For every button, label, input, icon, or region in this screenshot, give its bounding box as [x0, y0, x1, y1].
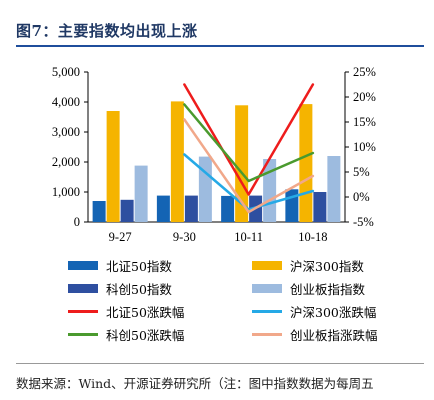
line-series-3 — [183, 103, 315, 183]
left-tick-label: 3,000 — [52, 125, 80, 139]
line-series-1 — [183, 83, 315, 196]
bar-1 — [92, 201, 106, 222]
legend-label: 沪深300涨跌幅 — [290, 304, 377, 320]
left-tick-label: 1,000 — [52, 185, 80, 199]
x-tick-label: 9-27 — [109, 230, 132, 244]
bar-2 — [170, 101, 184, 222]
bar-1 — [156, 195, 170, 222]
bar-4 — [134, 165, 148, 222]
bar-3 — [184, 195, 198, 222]
legend-item: 沪深300指数 — [252, 256, 364, 274]
left-tick-label: 5,000 — [52, 65, 80, 79]
legend-swatch — [252, 332, 282, 336]
right-tick-label: 5% — [353, 165, 370, 179]
legend-item: 沪深300涨跌幅 — [252, 302, 376, 320]
legend-item: 创业板指涨跌幅 — [252, 325, 378, 343]
legend-label: 沪深300指数 — [290, 258, 364, 274]
legend-swatch — [68, 332, 98, 336]
legend-swatch — [252, 309, 282, 313]
legend-item: 创业板指指数 — [252, 279, 365, 297]
x-tick-label: 9-30 — [173, 230, 196, 244]
legend-label: 北证50涨跌幅 — [106, 304, 185, 320]
source-rule — [16, 363, 424, 364]
legend-swatch — [68, 309, 98, 313]
legend-label: 创业板指涨跌幅 — [290, 327, 378, 343]
legend-swatch — [252, 283, 282, 293]
left-tick-label: 2,000 — [52, 155, 80, 169]
legend-item: 北证50涨跌幅 — [68, 302, 184, 320]
right-tick-label: 25% — [353, 65, 376, 79]
x-tick-label: 10-11 — [234, 230, 263, 244]
data-source-note: 数据来源：Wind、开源证券研究所（注：图中指数数据为每周五 — [16, 376, 374, 391]
title-rule — [16, 45, 424, 47]
legend-label: 北证50指数 — [106, 258, 172, 274]
bar-4 — [263, 159, 277, 222]
legend-item: 科创50涨跌幅 — [68, 325, 184, 343]
legend-label: 科创50指数 — [106, 281, 172, 297]
x-tick-label: 10-18 — [298, 230, 327, 244]
bar-2 — [106, 111, 120, 222]
line-series-2 — [183, 153, 315, 211]
bar-3 — [120, 199, 134, 222]
line-series-4 — [183, 118, 315, 214]
bar-1 — [221, 195, 235, 222]
legend-swatch — [252, 260, 282, 270]
bar-4 — [198, 156, 212, 222]
legend-swatch — [68, 283, 98, 293]
right-tick-label: 0% — [353, 190, 370, 204]
bar-3 — [313, 192, 327, 222]
left-tick-label: 4,000 — [52, 95, 80, 109]
legend-item: 北证50指数 — [68, 256, 172, 274]
right-tick-label: 20% — [353, 90, 376, 104]
left-tick-label: 0 — [74, 215, 80, 229]
legend-item: 科创50指数 — [68, 279, 172, 297]
bar-4 — [327, 156, 341, 222]
right-tick-label: 10% — [353, 140, 376, 154]
legend-label: 创业板指指数 — [290, 281, 366, 297]
right-tick-label: -5% — [353, 215, 374, 229]
legend-swatch — [68, 260, 98, 270]
combo-chart: 0 1,000 2,000 3,000 4,000 5,000 -5% 0% 5% 10% 15% 2… — [52, 65, 376, 244]
legend-label: 科创50涨跌幅 — [106, 327, 185, 343]
bar-1 — [285, 189, 299, 222]
bar-2 — [235, 105, 249, 222]
bar-2 — [299, 104, 313, 222]
right-tick-label: 15% — [353, 115, 376, 129]
chart-title: 图7：主要指数均出现上涨 — [16, 22, 198, 40]
